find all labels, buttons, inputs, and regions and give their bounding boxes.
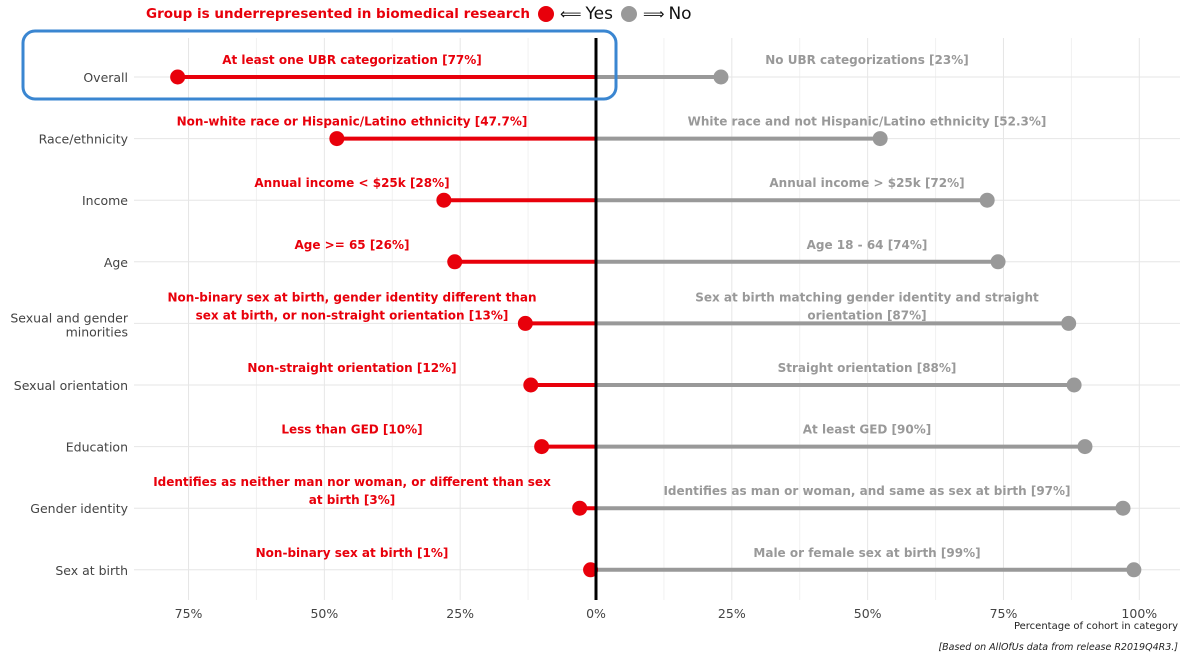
- x-tick-label: 75%: [990, 606, 1018, 621]
- no-point: [1066, 377, 1082, 393]
- x-tick-label: 100%: [1121, 606, 1157, 621]
- legend-no-arrow: ⟹: [642, 5, 665, 23]
- x-tick-label: 50%: [310, 606, 338, 621]
- no-point: [1061, 315, 1077, 331]
- yes-point: [534, 439, 550, 455]
- legend-yes-marker: [537, 6, 554, 22]
- no-annotation: No UBR categorizations [23%]: [765, 53, 968, 67]
- yes-annotation: Non-white race or Hispanic/Latino ethnic…: [177, 115, 528, 129]
- yes-annotation: Identifies as neither man nor woman, or …: [153, 475, 551, 489]
- y-tick-label: Income: [82, 193, 128, 208]
- highlight-box: [21, 29, 618, 101]
- no-annotation: Straight orientation [88%]: [778, 361, 957, 375]
- y-tick-label: Age: [104, 255, 128, 270]
- y-tick-label: Sexual and gender: [10, 310, 128, 325]
- no-annotation: White race and not Hispanic/Latino ethni…: [688, 115, 1047, 129]
- no-point: [1077, 439, 1093, 455]
- yes-point: [523, 377, 539, 393]
- yes-annotation: Less than GED [10%]: [281, 423, 422, 437]
- yes-annotation: sex at birth, or non-straight orientatio…: [196, 308, 509, 322]
- yes-annotation: Annual income < $25k [28%]: [254, 176, 449, 190]
- x-tick-label: 75%: [175, 606, 203, 621]
- no-point: [872, 131, 888, 147]
- y-tick-label: Gender identity: [30, 501, 128, 516]
- legend: Group is underrepresented in biomedical …: [146, 2, 700, 26]
- y-tick-label: Sex at birth: [55, 563, 128, 578]
- yes-point: [517, 315, 533, 331]
- no-annotation: Sex at birth matching gender identity an…: [695, 290, 1039, 304]
- no-point: [979, 192, 995, 208]
- yes-point: [447, 254, 463, 270]
- no-annotation: Age 18 - 64 [74%]: [807, 238, 928, 252]
- no-annotation: orientation [87%]: [807, 308, 926, 322]
- y-tick-label: Overall: [83, 70, 128, 85]
- yes-annotation: at birth [3%]: [309, 493, 395, 507]
- yes-annotation: Age >= 65 [26%]: [294, 238, 409, 252]
- yes-point: [329, 131, 345, 147]
- x-tick-label: 0%: [586, 606, 606, 621]
- legend-title: Group is underrepresented in biomedical …: [146, 6, 530, 22]
- no-point: [1115, 500, 1131, 516]
- x-axis-label: Percentage of cohort in category: [1013, 621, 1178, 632]
- legend-no-label: No: [668, 4, 692, 24]
- y-tick-label: Education: [66, 440, 128, 455]
- x-tick-label: 25%: [446, 606, 474, 621]
- no-point: [713, 69, 729, 85]
- data-source-caption: [Based on AllOfUs data from release R201…: [938, 642, 1178, 653]
- no-annotation: At least GED [90%]: [803, 423, 931, 437]
- x-tick-label: 25%: [718, 606, 746, 621]
- yes-point: [583, 562, 599, 578]
- legend-no-marker: [620, 6, 637, 22]
- legend-yes-label: Yes: [585, 4, 613, 24]
- legend-yes-arrow: ⟸: [559, 5, 582, 23]
- yes-point: [572, 500, 588, 516]
- no-annotation: Male or female sex at birth [99%]: [753, 546, 980, 560]
- y-tick-label: Race/ethnicity: [39, 132, 129, 147]
- yes-annotation: Non-binary sex at birth [1%]: [256, 546, 449, 560]
- no-point: [1126, 562, 1142, 578]
- yes-annotation: At least one UBR categorization [77%]: [222, 53, 482, 67]
- no-point: [990, 254, 1006, 270]
- y-tick-label: minorities: [66, 324, 128, 339]
- yes-point: [170, 69, 186, 85]
- yes-annotation: Non-straight orientation [12%]: [247, 361, 456, 375]
- no-annotation: Annual income > $25k [72%]: [769, 176, 964, 190]
- no-annotation: Identifies as man or woman, and same as …: [663, 484, 1070, 498]
- y-tick-label: Sexual orientation: [14, 378, 128, 393]
- yes-annotation: Non-binary sex at birth, gender identity…: [168, 290, 537, 304]
- yes-point: [436, 192, 452, 208]
- x-tick-label: 50%: [854, 606, 882, 621]
